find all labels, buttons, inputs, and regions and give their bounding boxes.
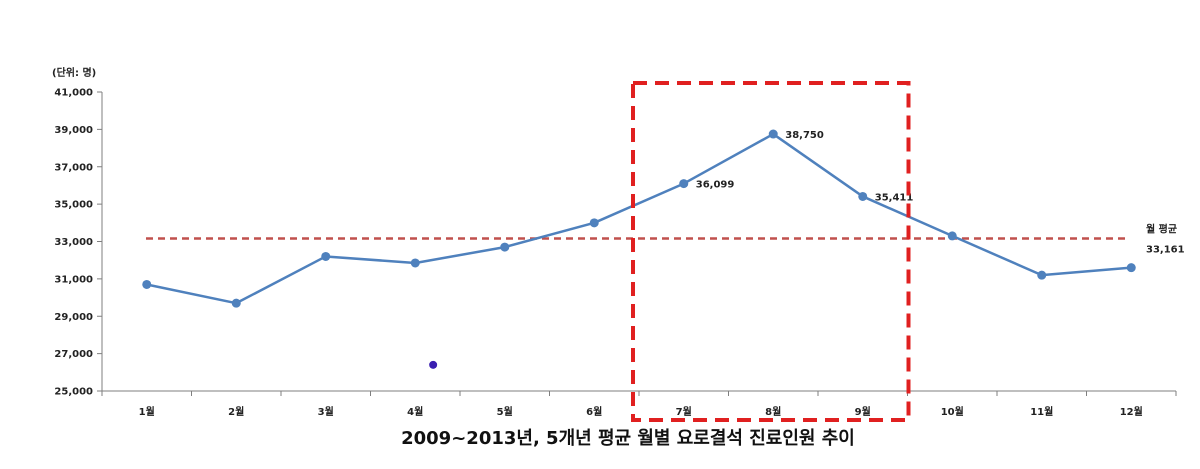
data-point <box>947 231 957 241</box>
unit-label: (단위: 명) <box>52 66 96 79</box>
x-tick-label: 8월 <box>765 406 781 418</box>
x-tick-label: 4월 <box>407 406 423 418</box>
y-tick-label: 31,000 <box>54 274 93 285</box>
x-tick-label: 9월 <box>855 406 871 418</box>
reference-line-group: 월 평균 33,161 <box>146 222 1185 255</box>
y-tick-label: 39,000 <box>54 125 93 136</box>
data-point <box>589 218 599 228</box>
average-value-label: 33,161 <box>1146 244 1185 255</box>
x-tick-label: 12월 <box>1120 406 1143 418</box>
data-point <box>142 279 152 289</box>
data-labels-group: 36,099 38,750 35,411 <box>696 130 914 203</box>
x-tick-label: 7월 <box>676 406 692 418</box>
data-label: 38,750 <box>785 130 824 141</box>
x-tick-label: 3월 <box>318 406 334 418</box>
series-line <box>146 132 1132 305</box>
x-tick-label: 2월 <box>228 406 244 418</box>
data-point <box>1126 263 1136 273</box>
data-point <box>410 258 420 268</box>
chart-title: 2009~2013년, 5개년 평균 월별 요로결석 진료인원 추이 <box>401 428 855 449</box>
axes-group: 25,000 27,000 29,000 31,000 33,000 35,000 37,0… <box>54 88 1177 418</box>
x-tick-label: 1월 <box>139 406 155 418</box>
stray-point-marker <box>429 360 438 369</box>
y-tick-label: 29,000 <box>54 312 93 323</box>
data-point <box>231 298 241 308</box>
data-point <box>768 129 778 139</box>
average-label: 월 평균 <box>1146 222 1177 235</box>
y-tick-label: 35,000 <box>54 200 93 211</box>
y-tick-label: 25,000 <box>54 387 93 398</box>
data-point <box>321 251 331 261</box>
data-point <box>858 191 868 201</box>
data-point <box>500 242 510 252</box>
data-point <box>679 179 689 189</box>
highlight-group <box>631 81 911 422</box>
series-group <box>142 129 1136 369</box>
highlight-box <box>631 81 911 422</box>
y-tick-label: 41,000 <box>54 88 93 99</box>
x-tick-label: 11월 <box>1030 406 1053 418</box>
x-tick-label: 10월 <box>941 406 964 418</box>
x-tick-label: 6월 <box>586 406 602 418</box>
y-tick-label: 27,000 <box>54 349 93 360</box>
y-tick-label: 37,000 <box>54 162 93 173</box>
data-point <box>1037 270 1047 280</box>
data-label: 35,411 <box>875 192 914 203</box>
x-tick-label: 5월 <box>497 406 513 418</box>
data-label: 36,099 <box>696 180 735 191</box>
y-tick-label: 33,000 <box>54 237 93 248</box>
